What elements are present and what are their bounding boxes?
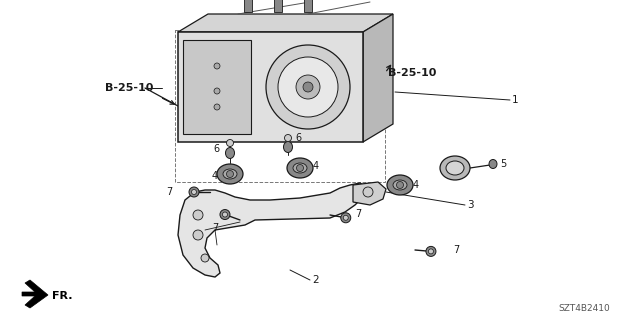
Bar (274, 0, 282, 12)
Circle shape (189, 187, 199, 197)
Circle shape (214, 88, 220, 94)
Circle shape (193, 230, 203, 240)
Ellipse shape (223, 169, 237, 179)
Text: 4: 4 (413, 180, 419, 190)
Bar (175, 30, 385, 182)
Text: 6: 6 (214, 144, 220, 154)
Ellipse shape (284, 142, 292, 152)
Ellipse shape (387, 175, 413, 195)
Ellipse shape (217, 164, 243, 184)
Circle shape (428, 249, 433, 254)
Circle shape (285, 135, 291, 142)
Circle shape (201, 254, 209, 262)
Circle shape (220, 210, 230, 219)
Ellipse shape (225, 147, 234, 159)
Polygon shape (363, 14, 393, 142)
Ellipse shape (440, 156, 470, 180)
Text: 7: 7 (355, 209, 361, 219)
Text: B-25-10: B-25-10 (105, 83, 154, 93)
Circle shape (227, 170, 234, 177)
Circle shape (278, 57, 338, 117)
Text: 4: 4 (313, 161, 319, 171)
Polygon shape (353, 182, 386, 205)
Circle shape (214, 63, 220, 69)
Circle shape (214, 104, 220, 110)
Polygon shape (178, 183, 368, 277)
Bar (244, 0, 252, 12)
Text: FR.: FR. (52, 291, 72, 301)
Ellipse shape (446, 161, 464, 175)
Circle shape (426, 246, 436, 256)
Bar (183, 40, 251, 134)
Circle shape (397, 182, 403, 189)
Text: 7: 7 (166, 187, 172, 197)
Circle shape (296, 165, 303, 172)
Text: 1: 1 (512, 95, 518, 105)
Text: 7: 7 (453, 245, 460, 255)
Ellipse shape (293, 163, 307, 173)
Circle shape (227, 139, 234, 146)
Circle shape (296, 75, 320, 99)
Ellipse shape (287, 158, 313, 178)
Bar (178, 32, 363, 142)
Polygon shape (178, 14, 393, 32)
Text: 3: 3 (467, 200, 474, 210)
Ellipse shape (393, 180, 407, 190)
Text: 4: 4 (212, 171, 218, 181)
Text: 6: 6 (295, 133, 301, 143)
Circle shape (303, 82, 313, 92)
Text: B-25-10: B-25-10 (388, 68, 436, 78)
Text: 5: 5 (500, 159, 506, 169)
Circle shape (223, 212, 227, 217)
Circle shape (193, 210, 203, 220)
Circle shape (266, 45, 350, 129)
Circle shape (343, 215, 348, 220)
Circle shape (340, 213, 351, 223)
Text: SZT4B2410: SZT4B2410 (558, 304, 610, 313)
Bar (304, 0, 312, 12)
Text: 2: 2 (312, 275, 319, 285)
Ellipse shape (489, 160, 497, 168)
Circle shape (191, 189, 196, 195)
Polygon shape (22, 280, 48, 308)
Circle shape (363, 187, 373, 197)
Text: 7: 7 (212, 223, 218, 233)
